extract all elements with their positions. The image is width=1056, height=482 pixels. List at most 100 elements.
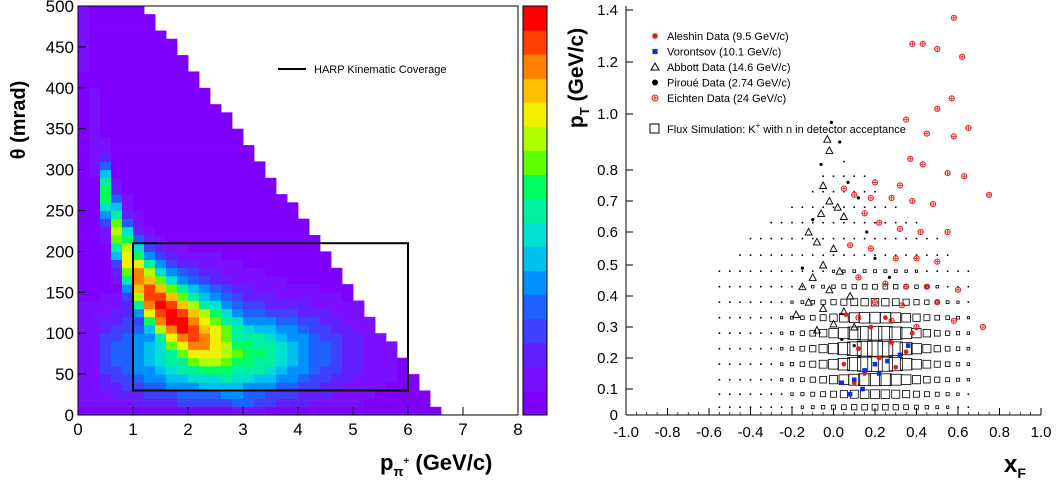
heatmap-cell: [232, 382, 244, 391]
heatmap-cell: [254, 382, 266, 391]
flux-dot: [728, 378, 731, 381]
legend-entry-label: Abbott Data (14.6 GeV/c): [667, 62, 791, 74]
heatmap-cell: [89, 349, 101, 359]
flux-dot: [739, 270, 741, 272]
eichten-point: [896, 225, 904, 232]
heatmap-cell: [265, 341, 277, 350]
flux-dot: [760, 363, 762, 365]
x-tick-label: 7: [458, 420, 467, 439]
heatmap-cell: [100, 275, 112, 285]
heatmap-cell: [111, 79, 123, 89]
flux-dot: [884, 254, 887, 256]
heatmap-cell: [144, 95, 156, 105]
heatmap-cell: [188, 284, 200, 293]
heatmap-cell: [243, 300, 255, 310]
abbott-point: [812, 325, 822, 334]
heatmap-cell: [276, 194, 288, 203]
flux-dot: [791, 221, 793, 224]
flux-dot: [936, 237, 939, 240]
colorbar-segment: [523, 150, 547, 175]
flux-box: [891, 389, 901, 399]
heatmap-cell: [122, 243, 134, 252]
heatmap-cell: [320, 251, 332, 260]
flux-box: [830, 390, 837, 398]
heatmap-cell: [89, 87, 101, 97]
heatmap-cell: [100, 145, 112, 154]
x-tick-label: 0.4: [906, 424, 927, 441]
heatmap-cell: [155, 235, 167, 244]
heatmap-cell: [221, 185, 233, 195]
flux-dot: [780, 406, 783, 408]
flux-box: [945, 330, 951, 336]
legend-marker-piroue: [652, 79, 658, 86]
right-legend: Aleshin Data (9.5 GeV/c)Vorontsov (10.1 …: [650, 31, 791, 105]
heatmap-cell: [408, 382, 420, 391]
y-tick-label: 0.5: [597, 257, 618, 274]
flux-dot: [718, 316, 721, 319]
heatmap-cell: [133, 210, 145, 220]
flux-box: [819, 314, 827, 322]
heatmap-cell: [155, 275, 167, 285]
heatmap-cell: [144, 153, 156, 162]
heatmap-cell: [177, 55, 189, 64]
heatmap-cell: [210, 341, 222, 350]
heatmap-cell: [221, 136, 233, 146]
eichten-cross: [868, 195, 873, 200]
heatmap-cell: [78, 177, 90, 187]
y-tick-label: 200: [46, 242, 74, 261]
flux-dot: [749, 270, 752, 272]
flux-dot: [811, 254, 814, 256]
eichten-cross: [910, 41, 915, 46]
heatmap-cell: [166, 145, 178, 154]
heatmap-cell: [232, 226, 244, 236]
heatmap-cell: [210, 145, 222, 154]
vorontsov-point: [847, 391, 853, 397]
heatmap-cell: [353, 341, 365, 350]
heatmap-cell: [331, 275, 343, 285]
heatmap-cell: [298, 374, 310, 383]
heatmap-cell: [78, 153, 90, 162]
heatmap-cell: [188, 185, 200, 195]
heatmap-cell: [177, 292, 189, 301]
heatmap-cell: [221, 145, 233, 154]
abbott-point: [829, 319, 838, 328]
heatmap-cell: [78, 284, 90, 293]
heatmap-cell: [166, 226, 178, 236]
heatmap-cell: [89, 120, 101, 130]
eichten-cross: [914, 256, 919, 261]
eichten-point: [919, 161, 926, 168]
heatmap-cell: [342, 333, 354, 342]
eichten-cross: [980, 325, 985, 329]
flux-dot: [728, 363, 731, 365]
heatmap-cell: [243, 333, 255, 342]
heatmap-cell: [309, 267, 321, 277]
heatmap-cell: [155, 374, 167, 383]
flux-box: [924, 405, 930, 410]
eichten-cross: [889, 318, 894, 323]
heatmap-cell: [122, 30, 134, 40]
heatmap-cell: [221, 128, 233, 138]
heatmap-cell: [309, 243, 321, 252]
flux-dot: [822, 270, 824, 272]
heatmap-cell: [166, 128, 178, 138]
eichten-cross: [862, 211, 867, 216]
aleshin-point: [868, 324, 874, 330]
heatmap-cell: [144, 79, 156, 89]
eichten-point: [898, 302, 906, 309]
heatmap-cell: [188, 136, 200, 146]
heatmap-cell: [221, 398, 233, 408]
heatmap-cell: [287, 316, 299, 326]
heatmap-cell: [155, 365, 167, 375]
heatmap-cell: [232, 128, 244, 138]
heatmap-cell: [144, 308, 156, 318]
heatmap-cell: [111, 243, 123, 252]
flux-box: [799, 361, 806, 367]
heatmap-cell: [122, 390, 134, 400]
colorbar-segment: [523, 54, 547, 79]
heatmap-cell: [166, 292, 178, 301]
flux-dot: [822, 206, 824, 208]
heatmap-cell: [100, 71, 112, 81]
heatmap-cell: [166, 95, 178, 105]
flux-dot: [853, 175, 856, 177]
heatmap-cell: [342, 374, 354, 383]
